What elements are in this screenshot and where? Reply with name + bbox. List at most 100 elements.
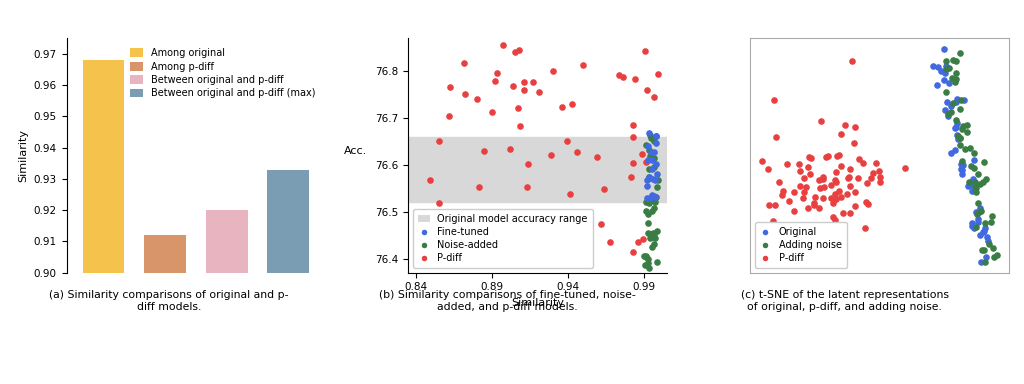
Point [858,199,874,205]
P-diff [469,96,485,103]
P-diff [596,186,612,192]
Point [860,201,877,207]
Point [975,179,991,185]
P-diff [431,138,447,144]
Fine-tuned [640,157,656,163]
P-diff [430,200,446,206]
P-diff [562,191,579,197]
Point [850,175,866,182]
Point [949,132,966,139]
P-diff [525,79,542,85]
P-diff [630,239,646,245]
Point [779,161,796,167]
Fine-tuned [648,171,665,177]
Text: (b) Similarity comparisons of fine-tuned, noise-
added, and p-diff models.: (b) Similarity comparisons of fine-tuned… [379,290,635,311]
Point [950,136,967,142]
Point [806,202,822,208]
Point [816,184,833,190]
Point [948,99,965,105]
Point [831,152,848,158]
Fine-tuned [639,182,655,189]
Fine-tuned [640,143,656,149]
Noise-added [640,174,656,180]
Point [954,126,971,132]
P-diff [488,70,505,76]
Point [971,209,987,215]
Point [955,123,972,129]
Point [966,150,982,156]
Point [871,168,888,174]
Point [952,161,969,167]
P-diff [637,48,653,54]
Point [952,97,969,103]
Point [822,195,839,201]
Noise-added [647,195,664,201]
Point [803,155,819,161]
Noise-added [639,260,655,266]
Point [955,97,972,103]
Point [949,96,966,102]
Point [954,162,971,169]
Point [779,238,796,244]
Point [967,179,983,185]
Point [938,58,954,64]
Point [977,220,993,226]
Point [847,189,863,195]
Noise-added [642,132,658,138]
Point [896,165,912,171]
Bar [409,137,667,202]
Point [949,132,966,138]
Bar [83,60,125,273]
Point [829,153,846,159]
Point [940,111,956,117]
P-diff [553,104,569,110]
Point [767,202,783,208]
Point [962,182,978,188]
Point [791,161,807,167]
Point [795,195,811,201]
P-diff [589,154,605,161]
Point [798,184,814,190]
Point [964,223,980,229]
Point [760,166,776,172]
Point [979,238,995,244]
Legend: Original, Adding noise, P-diff: Original, Adding noise, P-diff [755,222,847,268]
Point [977,225,993,232]
Legend: Original model accuracy range, Fine-tuned, Noise-added, P-diff: Original model accuracy range, Fine-tune… [413,209,593,268]
Point [857,225,873,231]
Point [968,185,984,191]
Point [972,232,988,238]
Noise-added [643,135,659,141]
P-diff [505,83,521,89]
Point [976,159,992,165]
Point [966,157,982,163]
Point [959,183,976,189]
Point [851,156,867,162]
Point [802,171,818,177]
Noise-added [645,197,662,203]
Point [948,120,965,126]
Y-axis label: Similarity: Similarity [18,129,28,182]
Noise-added [647,132,664,139]
Fine-tuned [641,174,657,180]
P-diff [456,60,472,66]
Point [774,188,791,194]
Point [796,189,812,195]
Point [833,163,849,169]
Point [827,177,844,183]
Point [827,179,844,185]
P-diff [507,48,523,55]
Point [815,195,831,201]
Noise-added [644,208,660,214]
Point [968,189,984,195]
P-diff [574,62,591,68]
Point [862,174,879,180]
Point [947,78,964,84]
Point [951,142,968,148]
Noise-added [641,166,657,172]
Point [959,122,976,128]
Noise-added [645,155,662,161]
Point [812,185,828,191]
Fine-tuned [648,161,665,167]
Point [807,194,823,200]
